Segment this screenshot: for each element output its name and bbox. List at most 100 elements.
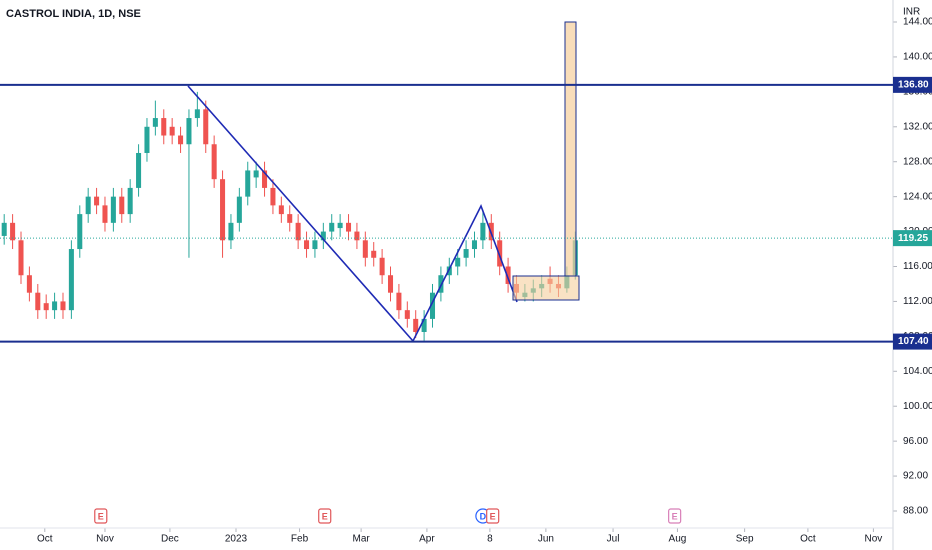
x-tick-label: Aug	[669, 534, 687, 545]
candle-body	[354, 231, 360, 241]
candle-body	[446, 266, 452, 276]
y-tick-label: 140.00	[903, 52, 932, 63]
level-tag	[893, 76, 932, 93]
event-label: D	[480, 511, 487, 521]
level-tag	[893, 333, 932, 350]
candle-body	[60, 301, 66, 311]
candle-body	[94, 196, 100, 206]
event-marker	[318, 508, 332, 524]
candle-body	[211, 144, 217, 180]
candle-body	[68, 249, 74, 311]
last-price-label: 119.25	[898, 233, 928, 244]
event-label: E	[98, 511, 104, 521]
event-marker	[668, 508, 682, 524]
candle-body	[421, 318, 427, 332]
candle-body	[320, 231, 326, 241]
x-tick-label: Oct	[37, 534, 53, 545]
candle-body	[220, 179, 226, 241]
candle-body	[429, 292, 436, 319]
candle-body	[480, 222, 486, 241]
candle-body	[413, 318, 419, 332]
event-label: E	[490, 511, 496, 521]
candle-body	[396, 292, 402, 311]
y-tick-label: 128.00	[903, 156, 932, 167]
candle-body	[144, 126, 150, 153]
y-tick-label: 96.00	[903, 436, 928, 447]
candle-body	[52, 301, 58, 311]
x-tick-label: Jul	[607, 534, 620, 545]
candle-body	[253, 170, 259, 178]
candle-body	[136, 152, 142, 188]
x-tick-label: Jun	[538, 534, 554, 545]
candle-body	[18, 240, 24, 276]
candle-body	[110, 196, 116, 223]
chart-title: CASTROL INDIA, 1D, NSE	[6, 8, 141, 20]
y-tick-label: 92.00	[903, 471, 928, 482]
candle-body	[371, 250, 377, 258]
y-tick-label: 124.00	[903, 191, 932, 202]
candle-body	[463, 249, 469, 258]
y-tick-label: 112.00	[903, 296, 932, 307]
candle-body	[505, 266, 511, 284]
trend-line	[187, 85, 518, 343]
x-tick-label: 2023	[225, 534, 248, 545]
y-tick-label: 100.00	[903, 401, 932, 412]
x-tick-label: Nov	[865, 534, 883, 545]
candle-body	[186, 118, 192, 145]
candle-body	[169, 126, 175, 136]
candle-body	[1, 222, 7, 236]
x-tick-label: Feb	[291, 534, 309, 545]
candle-body	[161, 118, 167, 136]
candle-body	[228, 222, 234, 241]
x-tick-label: Apr	[419, 534, 435, 545]
candle-body	[329, 222, 335, 232]
candle-body	[194, 109, 200, 119]
candle-body	[178, 135, 184, 145]
candle-body	[362, 240, 368, 258]
candle-body	[262, 170, 268, 188]
candle-body	[379, 257, 385, 276]
event-label: E	[322, 511, 328, 521]
candle-body	[387, 275, 394, 293]
y-tick-label: 144.00	[903, 17, 932, 28]
candle-body	[270, 187, 276, 206]
candle-body	[312, 240, 318, 250]
y-unit: INR	[903, 7, 920, 18]
candle-body	[152, 118, 158, 127]
x-tick-label: Mar	[353, 534, 371, 545]
x-tick-label: Sep	[736, 534, 754, 545]
candle-body	[346, 222, 352, 232]
x-tick-label: Nov	[96, 534, 114, 545]
candle-body	[471, 240, 478, 250]
y-tick-label: 104.00	[903, 366, 932, 377]
candle-body	[287, 214, 293, 223]
level-label: 136.80	[898, 80, 929, 91]
event-label: E	[672, 511, 678, 521]
candle-body	[236, 196, 242, 223]
candle-body	[455, 257, 461, 267]
x-tick-label: 8	[487, 534, 493, 545]
last-price-tag	[893, 230, 932, 247]
candle-body	[102, 205, 108, 223]
candle-body	[203, 109, 209, 145]
candle-body	[127, 187, 133, 215]
candle-body	[35, 292, 41, 311]
candle-body	[304, 240, 310, 250]
candle-body	[43, 303, 49, 311]
range-box	[512, 275, 580, 301]
candle-body	[77, 214, 83, 250]
y-tick-label: 132.00	[903, 121, 932, 132]
candle-body	[278, 205, 284, 215]
candle-body	[85, 196, 91, 215]
candle-body	[295, 222, 301, 241]
event-marker	[486, 508, 500, 524]
event-marker	[94, 508, 108, 524]
candle-body	[10, 222, 16, 241]
candle-body	[497, 240, 503, 267]
candle-body	[26, 275, 32, 293]
candle-body	[404, 310, 410, 319]
candle-body	[119, 196, 125, 215]
candle-body	[245, 170, 251, 197]
